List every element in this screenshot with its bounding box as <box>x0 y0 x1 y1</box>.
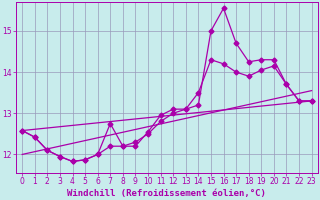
X-axis label: Windchill (Refroidissement éolien,°C): Windchill (Refroidissement éolien,°C) <box>68 189 266 198</box>
